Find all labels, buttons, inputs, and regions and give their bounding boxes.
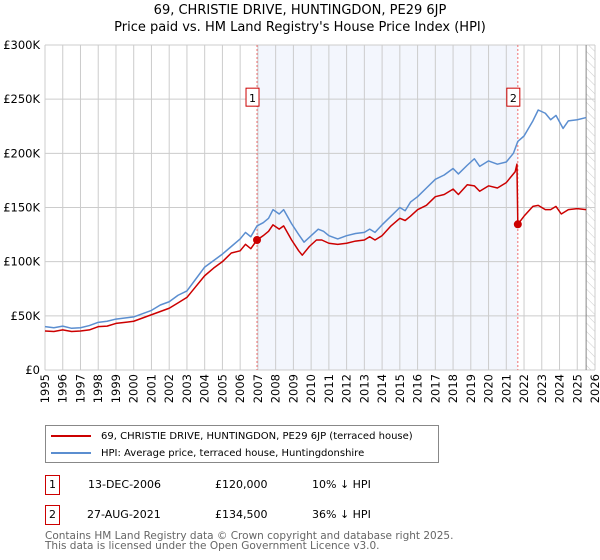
legend-item-property: 69, CHRISTIE DRIVE, HUNTINGDON, PE29 6JP… [51, 429, 413, 443]
transaction-badge: 1 [45, 475, 60, 495]
x-tick-label: 2021 [499, 374, 513, 403]
x-tick-label: 2015 [393, 374, 407, 403]
y-tick-label: £200K [3, 146, 40, 160]
series-line [44, 109, 587, 330]
x-tick-label: 2020 [482, 374, 496, 403]
x-tick-label: 2024 [553, 374, 567, 403]
x-tick-label: 2003 [180, 374, 194, 403]
sale-point [253, 236, 262, 244]
legend-label: HPI: Average price, terraced house, Hunt… [101, 447, 365, 459]
x-tick-label: 2006 [233, 374, 247, 403]
transaction-date: 27-AUG-2021 [87, 508, 161, 521]
y-tick-label: £250K [3, 92, 40, 106]
x-tick-label: 2002 [162, 374, 176, 403]
legend-label: 69, CHRISTIE DRIVE, HUNTINGDON, PE29 6JP… [101, 430, 413, 442]
footer: Contains HM Land Registry data © Crown c… [45, 530, 454, 552]
x-tick-label: 2018 [446, 374, 460, 403]
y-tick-label: £300K [3, 38, 40, 52]
y-tick-label: £100K [3, 255, 40, 269]
x-tick-label: 2007 [251, 374, 265, 403]
y-tick-label: £150K [3, 201, 40, 215]
legend-item-hpi: HPI: Average price, terraced house, Hunt… [51, 446, 364, 460]
sale-point [513, 220, 522, 229]
x-tick-label: 2014 [375, 374, 389, 403]
legend: 69, CHRISTIE DRIVE, HUNTINGDON, PE29 6JP… [45, 425, 439, 463]
x-tick-label: 2026 [588, 374, 600, 403]
annotation-box [245, 87, 260, 107]
x-tick-label: 2022 [517, 374, 531, 403]
x-tick-label: 1995 [38, 374, 52, 403]
annotation-label: 1 [249, 92, 256, 105]
chart-title: 69, CHRISTIE DRIVE, HUNTINGDON, PE29 6JP [153, 3, 447, 18]
transaction-hpi: 36% ↓ HPI [312, 508, 371, 521]
x-tick-label: 2011 [322, 374, 336, 403]
x-tick-label: 2019 [464, 374, 478, 403]
y-tick-label: £50K [11, 309, 41, 323]
x-tick-label: 2008 [269, 374, 283, 403]
transaction-badge: 2 [45, 505, 60, 525]
transaction-price: £134,500 [215, 508, 268, 521]
x-tick-label: 2004 [198, 374, 212, 403]
chart-subtitle: Price paid vs. HM Land Registry's House … [114, 20, 486, 35]
annotation-label: 2 [510, 92, 517, 105]
price-chart: 1995 1996 1997 1998 1999 2000 2001 2002 2003 2004… [3, 38, 600, 403]
x-tick-label: 1999 [109, 374, 123, 403]
x-tick-label: 2005 [215, 374, 229, 403]
x-tick-label: 2017 [428, 374, 442, 403]
transaction-price: £120,000 [215, 478, 268, 491]
annotation-box [506, 87, 521, 107]
x-tick-label: 1998 [91, 374, 105, 403]
series-line [44, 163, 587, 333]
legend-swatch-blue [51, 452, 91, 454]
x-tick-label: 2023 [535, 374, 549, 403]
x-tick-label: 2010 [304, 374, 318, 403]
legend-swatch-red [51, 435, 91, 437]
x-tick-label: 2001 [144, 374, 158, 403]
transaction-date: 13-DEC-2006 [88, 478, 162, 491]
footer-copyright: Contains HM Land Registry data © Crown c… [45, 530, 454, 542]
footer-licence: This data is licensed under the Open Gov… [45, 540, 380, 552]
transaction-hpi: 10% ↓ HPI [312, 478, 371, 491]
x-tick-label: 1996 [56, 374, 70, 403]
x-tick-label: 2013 [357, 374, 371, 403]
x-tick-label: 2000 [127, 374, 141, 403]
x-tick-label: 2016 [411, 374, 425, 403]
y-tick-label: £0 [25, 363, 40, 377]
x-tick-label: 1997 [73, 374, 87, 403]
x-tick-label: 2009 [286, 374, 300, 403]
x-tick-label: 2012 [340, 374, 354, 403]
x-tick-label: 2025 [570, 374, 584, 403]
